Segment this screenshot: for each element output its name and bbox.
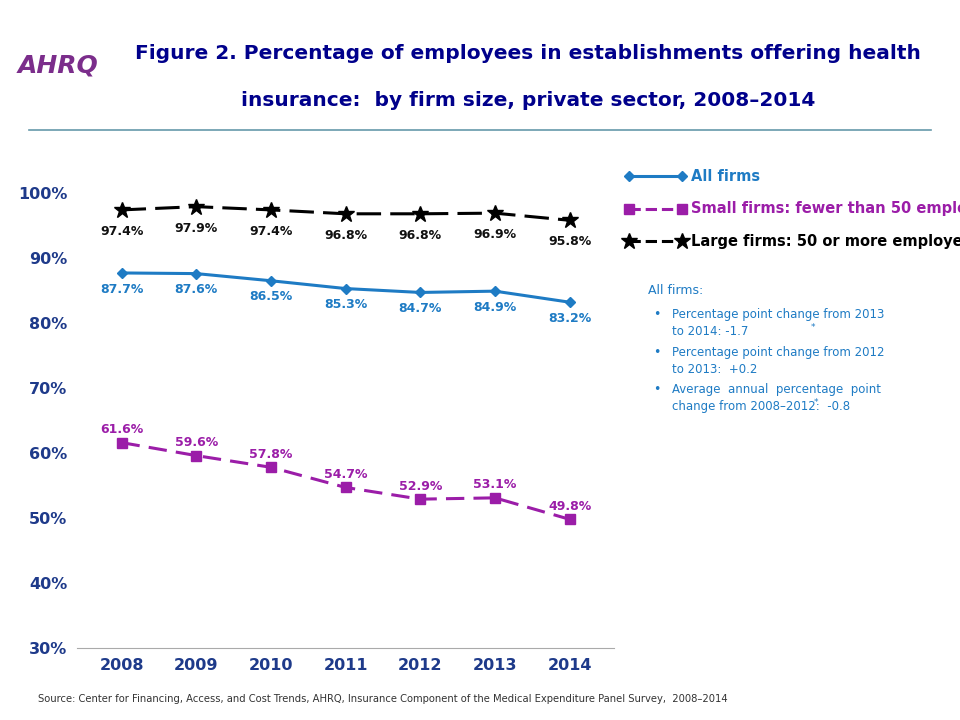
Text: 49.8%: 49.8% (548, 500, 591, 513)
Text: All firms: All firms (691, 169, 760, 184)
Text: to 2014: -1.7: to 2014: -1.7 (672, 325, 749, 338)
Text: Percentage point change from 2013: Percentage point change from 2013 (672, 308, 884, 321)
Text: 96.8%: 96.8% (324, 229, 367, 242)
Text: 96.8%: 96.8% (398, 229, 442, 242)
Text: •: • (653, 308, 660, 321)
Text: 83.2%: 83.2% (548, 312, 591, 325)
Text: Percentage point change from 2012: Percentage point change from 2012 (672, 346, 884, 359)
Text: Small firms: fewer than 50 employees: Small firms: fewer than 50 employees (691, 202, 960, 216)
Text: 96.9%: 96.9% (473, 228, 516, 241)
Text: Figure 2. Percentage of employees in establishments offering health: Figure 2. Percentage of employees in est… (135, 44, 921, 63)
Text: 95.8%: 95.8% (548, 235, 591, 248)
Text: 52.9%: 52.9% (398, 480, 442, 492)
Text: 54.7%: 54.7% (324, 468, 368, 481)
Text: 61.6%: 61.6% (100, 423, 143, 436)
Text: 97.4%: 97.4% (100, 225, 143, 238)
Text: •: • (653, 346, 660, 359)
Text: change from 2008–2012:  -0.8: change from 2008–2012: -0.8 (672, 400, 851, 413)
Text: 86.5%: 86.5% (250, 290, 293, 304)
Text: 59.6%: 59.6% (175, 436, 218, 449)
Text: All firms:: All firms: (648, 284, 704, 297)
Text: Large firms: 50 or more employees: Large firms: 50 or more employees (691, 234, 960, 248)
Text: Average  annual  percentage  point: Average annual percentage point (672, 383, 881, 396)
Text: *: * (811, 323, 816, 332)
Text: *: * (814, 398, 819, 407)
Text: 87.7%: 87.7% (100, 283, 143, 296)
Text: 84.9%: 84.9% (473, 301, 516, 314)
Text: 97.4%: 97.4% (250, 225, 293, 238)
Text: 85.3%: 85.3% (324, 298, 368, 311)
Text: •: • (653, 383, 660, 396)
Text: Source: Center for Financing, Access, and Cost Trends, AHRQ, Insurance Component: Source: Center for Financing, Access, an… (38, 694, 728, 704)
Text: 97.9%: 97.9% (175, 222, 218, 235)
Text: 57.8%: 57.8% (250, 448, 293, 461)
Text: 53.1%: 53.1% (473, 478, 516, 491)
Text: to 2013:  +0.2: to 2013: +0.2 (672, 363, 757, 376)
Text: insurance:  by firm size, private sector, 2008–2014: insurance: by firm size, private sector,… (241, 91, 815, 109)
Text: AHRQ: AHRQ (17, 53, 98, 78)
Text: 87.6%: 87.6% (175, 284, 218, 297)
Text: 84.7%: 84.7% (398, 302, 442, 315)
